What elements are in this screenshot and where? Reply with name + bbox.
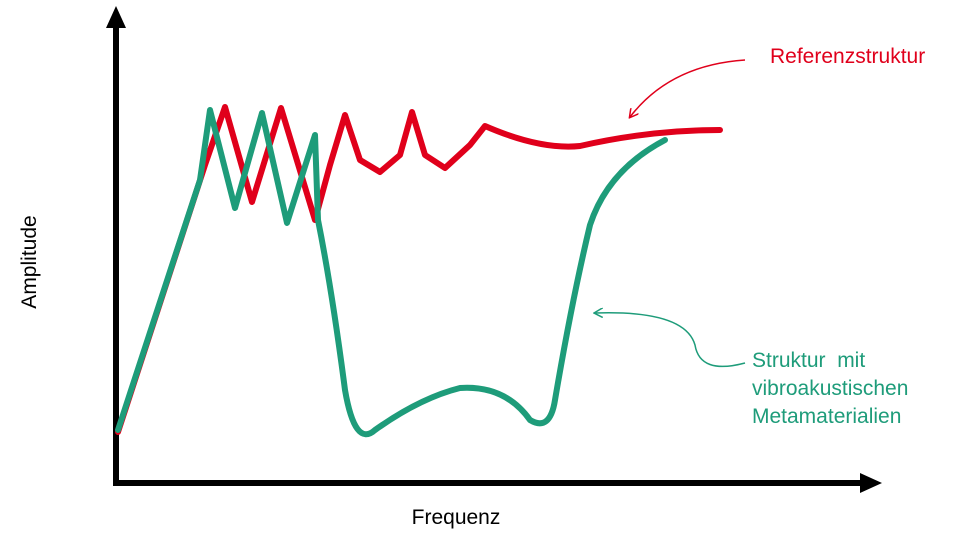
- y-arrowhead: [106, 6, 126, 28]
- reference-pointer: [630, 59, 746, 117]
- reference-label: Referenzstruktur: [770, 45, 925, 68]
- metamaterial-label: Struktur mit: [752, 349, 865, 372]
- metamaterial-label: Metamaterialien: [752, 405, 901, 428]
- metamaterial-curve: [115, 107, 668, 438]
- y-axis-label: Amplitude: [18, 215, 41, 308]
- reference-curve: [115, 104, 723, 435]
- metamaterial-label: vibroakustischen: [752, 377, 908, 400]
- x-arrowhead: [860, 473, 882, 493]
- metamaterial-pointer: [595, 313, 746, 368]
- x-axis-label: Frequenz: [412, 506, 501, 529]
